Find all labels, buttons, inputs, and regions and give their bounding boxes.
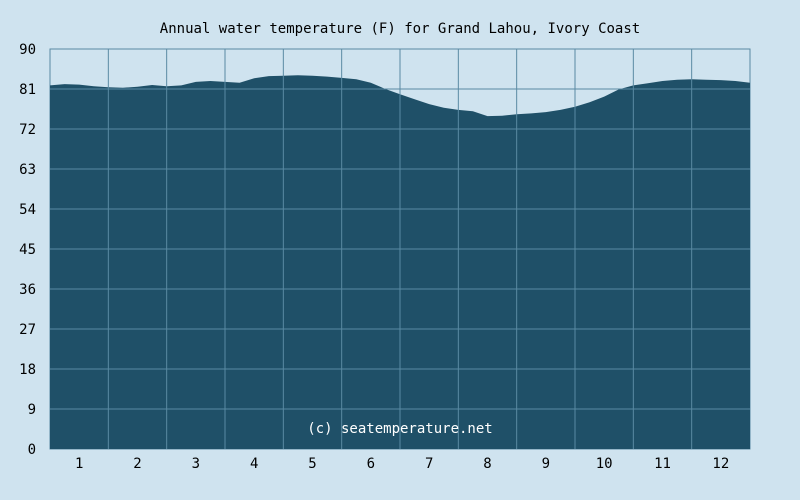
x-tick-label: 2: [133, 456, 141, 472]
y-axis-ticks: 0 9 18 27 36 45 54 63 72 81 90: [19, 42, 36, 458]
y-tick-label: 45: [19, 242, 36, 258]
grid-lines: [50, 49, 750, 449]
y-tick-label: 90: [19, 42, 36, 58]
x-tick-label: 12: [712, 456, 729, 472]
watermark: (c) seatemperature.net: [307, 421, 492, 437]
x-tick-label: 11: [654, 456, 671, 472]
x-tick-label: 4: [250, 456, 258, 472]
x-tick-label: 6: [367, 456, 375, 472]
x-tick-label: 1: [75, 456, 83, 472]
y-tick-label: 18: [19, 362, 36, 378]
y-tick-label: 9: [28, 402, 36, 418]
x-tick-label: 8: [483, 456, 491, 472]
y-tick-label: 63: [19, 162, 36, 178]
y-tick-label: 0: [28, 442, 36, 458]
y-tick-label: 72: [19, 122, 36, 138]
y-tick-label: 54: [19, 202, 36, 218]
x-tick-label: 9: [542, 456, 550, 472]
chart-title: Annual water temperature (F) for Grand L…: [160, 21, 640, 37]
x-tick-label: 10: [596, 456, 613, 472]
x-tick-label: 7: [425, 456, 433, 472]
y-tick-label: 27: [19, 322, 36, 338]
x-tick-label: 3: [192, 456, 200, 472]
x-tick-label: 5: [308, 456, 316, 472]
y-tick-label: 36: [19, 282, 36, 298]
y-tick-label: 81: [19, 82, 36, 98]
x-axis-ticks: 1 2 3 4 5 6 7 8 9 10 11 12: [75, 456, 729, 472]
